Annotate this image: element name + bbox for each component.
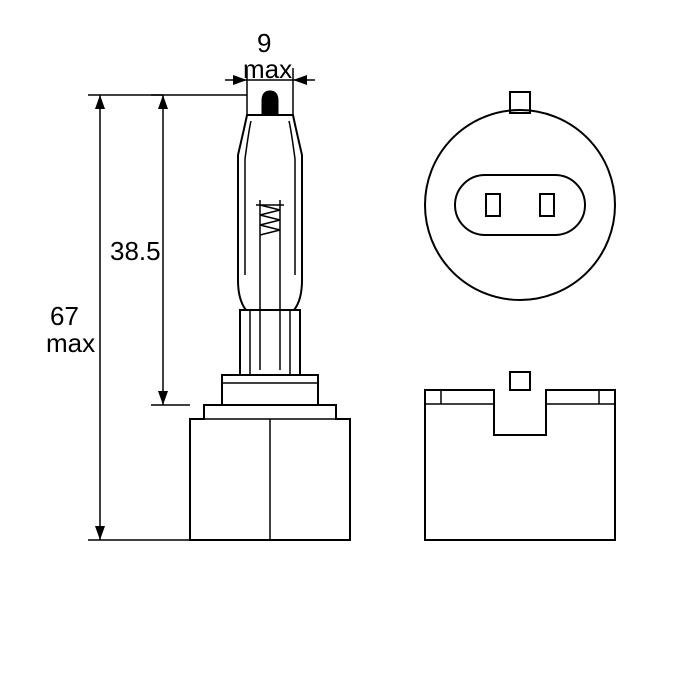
- dim-arrow: [158, 95, 168, 109]
- dim-arrow: [95, 95, 105, 109]
- dim-height-full-suffix: max: [46, 328, 95, 358]
- collar: [222, 375, 318, 405]
- tech-drawing: 9max38.567max: [0, 0, 700, 700]
- connector-base-outline: [425, 390, 615, 540]
- pinch-seal: [240, 310, 300, 375]
- connector-pin: [486, 194, 500, 216]
- dim-height-mid: 38.5: [110, 236, 161, 266]
- dim-height-full-value: 67: [50, 301, 79, 331]
- connector-pin: [540, 194, 554, 216]
- bulb-tip: [262, 91, 278, 115]
- dim-arrow: [95, 526, 105, 540]
- filament-coil: [260, 205, 280, 235]
- connector-base-nub: [510, 372, 530, 390]
- connector-recess: [455, 175, 585, 235]
- connector-circle: [425, 110, 615, 300]
- dim-arrow: [158, 391, 168, 405]
- dim-width-suffix: max: [243, 54, 292, 84]
- bulb-capsule-inner: [245, 121, 295, 275]
- dim-arrow: [293, 75, 307, 85]
